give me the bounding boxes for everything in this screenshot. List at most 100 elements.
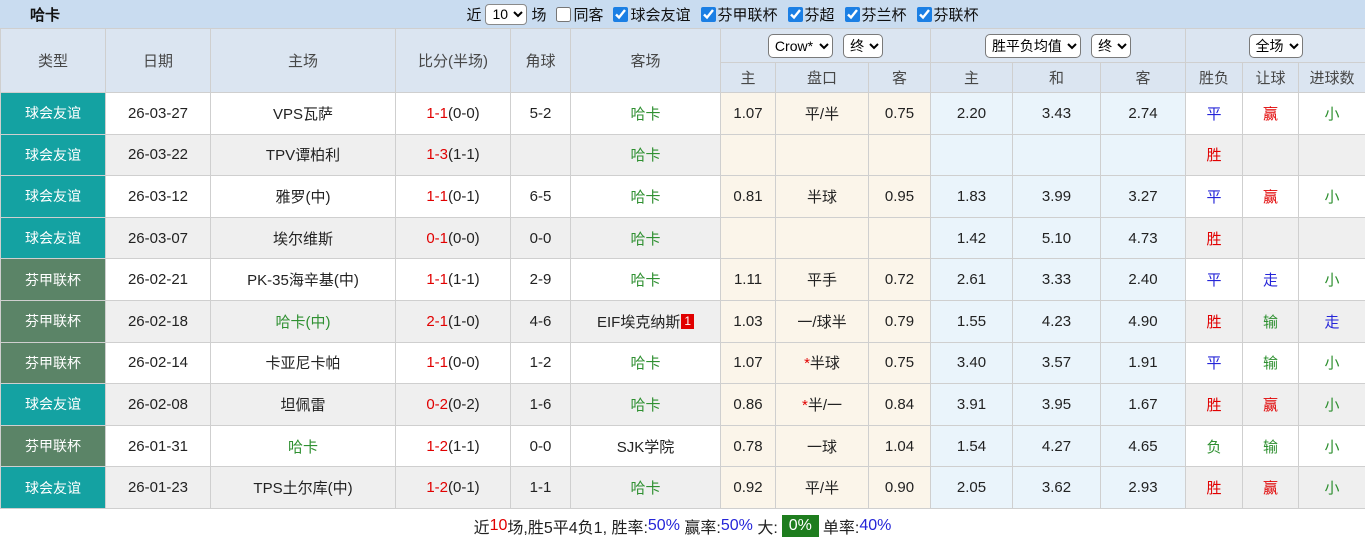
rank-badge: 1 — [681, 313, 695, 329]
score-cell: 1-1(0-0) — [395, 341, 511, 385]
avg-away-cell: 2.40 — [1100, 258, 1187, 301]
avg-draw-cell: 3.43 — [1012, 92, 1102, 135]
corner-cell: 6-5 — [510, 175, 571, 218]
odds-home-cell: 0.92 — [720, 466, 776, 509]
odds-company-select[interactable]: Crow* — [767, 33, 833, 58]
date-cell: 26-03-27 — [105, 92, 211, 135]
home-team-cell[interactable]: VPS瓦萨 — [210, 92, 396, 135]
home-team-cell[interactable]: 哈卡(中) — [210, 299, 396, 343]
home-team-cell[interactable]: PK-35海辛基(中) — [210, 258, 396, 301]
subheader-handicap: 盘口 — [775, 62, 869, 93]
home-team-cell[interactable]: 卡亚尼卡帕 — [210, 341, 396, 385]
away-team-cell[interactable]: 哈卡 — [570, 92, 721, 135]
match-row[interactable]: 芬甲联杯 26-02-18 哈卡(中) 2-1(1-0) 4-6 EIF埃克纳斯… — [0, 299, 1365, 343]
match-row[interactable]: 球会友谊 26-03-22 TPV谭柏利 1-3(1-1) 哈卡 胜 — [0, 133, 1365, 177]
handicap-cell: 平手 — [775, 258, 869, 301]
goals-result-cell: 小 — [1298, 92, 1365, 135]
date-cell: 26-03-07 — [105, 216, 211, 260]
odds-home-cell: 1.07 — [720, 341, 776, 385]
odds-away-cell: 0.75 — [867, 341, 932, 385]
games-label: 场 — [531, 6, 547, 24]
away-team-cell[interactable]: SJK学院 — [570, 424, 721, 468]
away-team-cell[interactable]: 哈卡 — [570, 466, 721, 509]
odds-time-select[interactable]: 终 — [843, 33, 884, 58]
avg-draw-cell — [1012, 133, 1102, 177]
club-friendly-checkbox[interactable] — [613, 6, 629, 22]
away-team-cell[interactable]: 哈卡 — [570, 216, 721, 260]
result-cell: 平 — [1185, 92, 1244, 135]
date-cell: 26-01-23 — [105, 466, 211, 509]
scope-select[interactable]: 全场 — [1248, 33, 1303, 58]
odds-away-cell: 0.90 — [867, 466, 932, 509]
handicap-result-cell — [1242, 216, 1300, 260]
goals-result-cell: 走 — [1298, 299, 1365, 343]
home-team-cell[interactable]: 坦佩雷 — [210, 383, 396, 426]
match-row[interactable]: 球会友谊 26-03-07 埃尔维斯 0-1(0-0) 0-0 哈卡 1.42 … — [0, 216, 1365, 260]
filter-veikkausliiga[interactable]: 芬超 — [782, 4, 835, 25]
league-type-cell: 芬甲联杯 — [0, 341, 106, 385]
handicap-result-cell — [1242, 133, 1300, 177]
veikkausliiga-checkbox[interactable] — [787, 6, 803, 22]
away-team-cell[interactable]: EIF埃克纳斯 1 — [570, 299, 721, 343]
odd-rate: 40% — [859, 516, 892, 534]
date-cell: 26-02-08 — [105, 383, 211, 426]
away-team-cell[interactable]: 哈卡 — [570, 133, 721, 177]
result-cell: 胜 — [1185, 216, 1244, 260]
avg-time-select[interactable]: 终 — [1091, 33, 1132, 58]
ykkonen-cup-checkbox[interactable] — [700, 6, 716, 22]
league-type-cell: 芬甲联杯 — [0, 299, 106, 343]
filter-club-friendly[interactable]: 球会友谊 — [607, 4, 691, 25]
score-cell: 1-1(0-0) — [395, 92, 511, 135]
league-cup-checkbox[interactable] — [916, 6, 932, 22]
match-row[interactable]: 球会友谊 26-02-08 坦佩雷 0-2(0-2) 1-6 哈卡 0.86 *… — [0, 383, 1365, 426]
match-row[interactable]: 芬甲联杯 26-02-21 PK-35海辛基(中) 1-1(1-1) 2-9 哈… — [0, 258, 1365, 301]
summary-count: 10 — [489, 516, 508, 534]
match-row[interactable]: 球会友谊 26-03-12 雅罗(中) 1-1(0-1) 6-5 哈卡 0.81… — [0, 175, 1365, 218]
filter-finnish-cup[interactable]: 芬兰杯 — [839, 4, 907, 25]
result-cell: 胜 — [1185, 299, 1244, 343]
away-team-cell[interactable]: 哈卡 — [570, 175, 721, 218]
match-row[interactable]: 芬甲联杯 26-02-14 卡亚尼卡帕 1-1(0-0) 1-2 哈卡 1.07… — [0, 341, 1365, 385]
big-rate-badge: 0% — [781, 514, 819, 537]
filter-league-cup[interactable]: 芬联杯 — [911, 4, 979, 25]
handicap-result-cell: 输 — [1242, 341, 1300, 385]
league-type-cell: 球会友谊 — [0, 175, 106, 218]
home-team-cell[interactable]: 哈卡 — [210, 424, 396, 468]
odds-home-cell: 1.07 — [720, 92, 776, 135]
col-header-score: 比分(半场) — [395, 28, 511, 93]
handicap-cell — [775, 216, 869, 260]
match-row[interactable]: 球会友谊 26-01-23 TPS土尔库(中) 1-2(0-1) 1-1 哈卡 … — [0, 466, 1365, 509]
handicap-cell: 半球 — [775, 175, 869, 218]
team-title: 哈卡 — [30, 6, 61, 24]
finnish-cup-checkbox[interactable] — [844, 6, 860, 22]
filter-ykkonen-cup[interactable]: 芬甲联杯 — [695, 4, 778, 25]
topbar: 哈卡 近 10 场 同客 球会友谊 芬甲联杯 芬超 芬兰杯 — [0, 0, 1365, 28]
home-team-cell[interactable]: TPS土尔库(中) — [210, 466, 396, 509]
col-header-home: 主场 — [210, 28, 396, 93]
handicap-cell: 平/半 — [775, 466, 869, 509]
games-count-select[interactable]: 10 — [485, 3, 528, 25]
match-row[interactable]: 球会友谊 26-03-27 VPS瓦萨 1-1(0-0) 5-2 哈卡 1.07… — [0, 92, 1365, 135]
home-team-cell[interactable]: 埃尔维斯 — [210, 216, 396, 260]
odds-home-cell: 0.78 — [720, 424, 776, 468]
date-cell: 26-03-22 — [105, 133, 211, 177]
home-team-cell[interactable]: TPV谭柏利 — [210, 133, 396, 177]
match-row[interactable]: 芬甲联杯 26-01-31 哈卡 1-2(1-1) 0-0 SJK学院 0.78… — [0, 424, 1365, 468]
away-team-cell[interactable]: 哈卡 — [570, 383, 721, 426]
away-team-cell[interactable]: 哈卡 — [570, 341, 721, 385]
home-team-cell[interactable]: 雅罗(中) — [210, 175, 396, 218]
away-team-cell[interactable]: 哈卡 — [570, 258, 721, 301]
avg-home-cell: 1.55 — [930, 299, 1014, 343]
odds-away-cell — [867, 216, 932, 260]
avg-home-cell — [930, 133, 1014, 177]
avg-type-select[interactable]: 胜平负均值 — [984, 33, 1081, 58]
handicap-cell: 一球 — [775, 424, 869, 468]
odds-away-cell — [867, 133, 932, 177]
avg-home-cell: 3.91 — [930, 383, 1014, 426]
league-type-cell: 芬甲联杯 — [0, 258, 106, 301]
corner-cell: 1-2 — [510, 341, 571, 385]
handicap-result-cell: 走 — [1242, 258, 1300, 301]
filter-same-away[interactable]: 同客 — [550, 4, 603, 25]
same-away-checkbox[interactable] — [556, 6, 572, 22]
